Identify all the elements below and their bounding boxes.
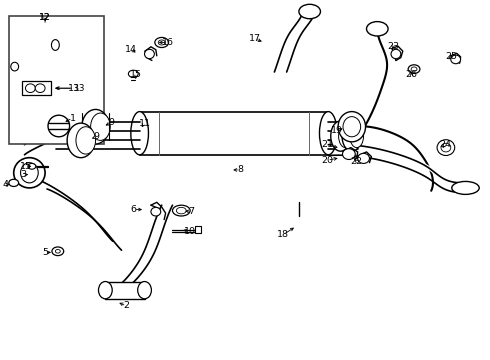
Ellipse shape	[338, 112, 366, 142]
Ellipse shape	[339, 125, 352, 148]
Ellipse shape	[35, 84, 45, 93]
Ellipse shape	[367, 22, 388, 36]
Ellipse shape	[55, 249, 60, 253]
Ellipse shape	[343, 149, 355, 159]
Text: 9: 9	[109, 118, 115, 127]
Bar	[195, 226, 201, 233]
Ellipse shape	[151, 207, 161, 216]
Ellipse shape	[358, 153, 369, 163]
Text: 6: 6	[130, 205, 136, 214]
Ellipse shape	[437, 140, 455, 156]
Ellipse shape	[25, 84, 35, 93]
Text: 12: 12	[39, 13, 51, 22]
Ellipse shape	[145, 49, 154, 59]
Ellipse shape	[155, 37, 169, 48]
Ellipse shape	[331, 121, 350, 151]
Ellipse shape	[67, 123, 95, 158]
Text: 17: 17	[249, 34, 261, 43]
Text: 11: 11	[139, 118, 150, 127]
Text: 5: 5	[42, 248, 48, 257]
Bar	[9, 16, 104, 144]
Ellipse shape	[451, 55, 461, 64]
Text: 23: 23	[387, 41, 399, 50]
Bar	[105, 282, 145, 299]
Text: 22: 22	[351, 157, 363, 166]
Ellipse shape	[48, 115, 70, 137]
Text: 25: 25	[445, 52, 457, 61]
Ellipse shape	[172, 205, 190, 216]
Ellipse shape	[452, 181, 479, 194]
Text: 10: 10	[184, 227, 196, 236]
Text: 7: 7	[188, 207, 194, 216]
Ellipse shape	[343, 117, 361, 137]
Bar	[140, 112, 328, 155]
Ellipse shape	[98, 282, 112, 299]
Ellipse shape	[14, 158, 45, 188]
Text: 15: 15	[130, 71, 142, 79]
Text: 12: 12	[39, 13, 51, 22]
Text: 19: 19	[331, 126, 343, 135]
Ellipse shape	[51, 40, 59, 50]
Ellipse shape	[411, 67, 417, 71]
Ellipse shape	[82, 109, 109, 144]
Text: 8: 8	[237, 165, 243, 174]
Text: 1: 1	[70, 113, 75, 122]
Text: 3: 3	[21, 170, 26, 179]
Text: 18: 18	[277, 230, 289, 239]
Ellipse shape	[350, 125, 364, 148]
Ellipse shape	[76, 127, 96, 154]
Text: 4: 4	[3, 180, 9, 189]
Ellipse shape	[131, 112, 148, 155]
Text: 14: 14	[125, 45, 137, 54]
Text: 2: 2	[123, 302, 129, 310]
Ellipse shape	[9, 179, 19, 186]
Ellipse shape	[319, 112, 337, 155]
Ellipse shape	[176, 207, 186, 214]
Ellipse shape	[52, 247, 64, 256]
Ellipse shape	[21, 163, 38, 183]
Ellipse shape	[128, 70, 138, 77]
Text: 24: 24	[439, 140, 451, 149]
Bar	[22, 81, 51, 95]
Text: 13: 13	[69, 84, 80, 93]
Text: 26: 26	[406, 71, 417, 79]
Ellipse shape	[28, 163, 36, 169]
Ellipse shape	[158, 40, 165, 45]
Ellipse shape	[391, 49, 401, 59]
Text: 9: 9	[93, 132, 99, 141]
Ellipse shape	[91, 113, 110, 140]
Text: 21: 21	[321, 140, 333, 149]
Ellipse shape	[408, 65, 420, 73]
Ellipse shape	[138, 282, 151, 299]
Ellipse shape	[299, 4, 320, 19]
Ellipse shape	[342, 121, 362, 151]
Text: 15: 15	[20, 162, 31, 171]
Text: 20: 20	[321, 156, 333, 165]
Ellipse shape	[11, 62, 19, 71]
Text: 13: 13	[74, 84, 85, 93]
Ellipse shape	[441, 143, 451, 152]
Text: 16: 16	[162, 38, 173, 47]
